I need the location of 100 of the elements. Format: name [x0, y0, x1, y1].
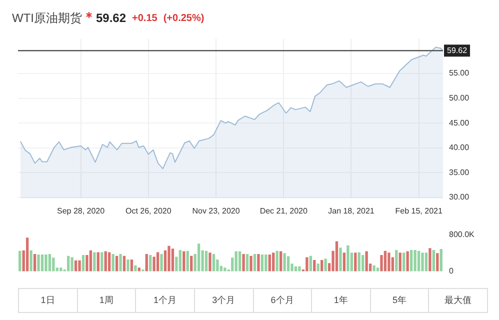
x-tick-label: Sep 28, 2020	[56, 206, 106, 216]
bar	[432, 250, 436, 272]
bar	[224, 268, 226, 272]
x-tick-label: Jan 18, 2021	[328, 206, 375, 216]
bar	[18, 250, 22, 272]
bar	[440, 249, 442, 272]
bar	[33, 254, 36, 272]
bar	[268, 254, 271, 272]
bar	[67, 256, 70, 272]
bar	[298, 266, 301, 272]
bar	[234, 251, 238, 272]
y-tick-label: 50.00	[449, 93, 470, 102]
bar	[320, 260, 324, 272]
bar	[354, 252, 357, 272]
bar	[208, 252, 212, 272]
bar	[346, 245, 350, 272]
text: +0.15	[132, 12, 158, 24]
bar	[342, 252, 346, 272]
bar	[212, 254, 216, 272]
bar	[406, 251, 409, 272]
text: 最大值	[428, 289, 487, 312]
bar	[395, 250, 398, 272]
y-tick-label: 30.00	[449, 192, 470, 202]
bar	[424, 252, 428, 272]
bar	[246, 254, 249, 272]
bar	[398, 252, 402, 272]
bar	[138, 268, 140, 272]
bar	[93, 252, 96, 272]
bar	[78, 260, 81, 272]
bar	[414, 250, 416, 272]
bar	[380, 254, 383, 272]
bar	[417, 250, 420, 272]
text: (+0.25%)	[163, 12, 204, 24]
bar	[145, 254, 148, 272]
bar	[313, 260, 316, 272]
x-tick-label: Oct 26, 2020	[125, 206, 172, 216]
bar	[421, 252, 424, 272]
bar	[178, 250, 182, 272]
y-tick-label: 40.00	[449, 143, 470, 152]
bar	[372, 265, 376, 272]
text: 59.62	[96, 11, 126, 25]
chart-title: WTI原油期货	[12, 10, 82, 26]
bar	[186, 250, 189, 272]
bar	[108, 252, 111, 272]
bar	[182, 251, 186, 272]
bar	[86, 254, 88, 272]
bar	[149, 254, 152, 272]
bar	[100, 252, 104, 272]
bar	[309, 256, 312, 272]
x-tick-label: Dec 21, 2020	[260, 206, 308, 216]
bar	[160, 254, 163, 272]
bar	[168, 246, 170, 272]
text: 6个月	[252, 289, 312, 312]
bar	[26, 238, 29, 272]
y-tick-label: 0	[449, 266, 454, 276]
bar	[48, 254, 52, 272]
bar	[264, 254, 268, 272]
text: 5年	[370, 289, 428, 312]
bar	[388, 252, 390, 272]
bar	[70, 257, 74, 272]
bar	[376, 268, 380, 272]
bar	[37, 254, 40, 272]
bar	[358, 252, 360, 272]
text: 1年	[311, 289, 370, 312]
bar	[306, 257, 308, 272]
bar	[82, 254, 85, 272]
bar	[335, 241, 338, 272]
bar	[238, 251, 242, 272]
bar	[115, 256, 118, 272]
y-tick-label: 800.0K	[449, 230, 476, 240]
bar	[130, 259, 134, 272]
bar	[164, 250, 167, 272]
y-tick-label: 35.00	[449, 168, 470, 177]
bar	[112, 254, 114, 272]
bar	[365, 251, 368, 272]
text: 3个月	[194, 289, 252, 312]
bar	[52, 258, 55, 272]
bar	[190, 256, 193, 272]
bar	[253, 254, 256, 272]
bar	[283, 253, 286, 272]
bar	[436, 253, 439, 272]
x-tick-label: Nov 23, 2020	[192, 206, 240, 216]
ref-line-label: 59.62	[447, 46, 468, 55]
bar	[204, 250, 208, 272]
bar	[122, 256, 126, 272]
x-tick-label: Feb 15, 2021	[395, 206, 443, 216]
bar	[362, 254, 364, 272]
bar	[197, 244, 200, 272]
bar	[126, 259, 130, 272]
bar	[40, 254, 44, 272]
bar	[119, 254, 122, 272]
bar	[250, 256, 252, 272]
bar	[324, 258, 327, 272]
bar	[384, 250, 387, 272]
bar	[339, 248, 342, 272]
bar	[60, 268, 62, 272]
text: 1周	[76, 289, 136, 312]
y-tick-label: 55.00	[449, 68, 470, 78]
bar	[286, 256, 290, 272]
bar	[74, 260, 78, 272]
